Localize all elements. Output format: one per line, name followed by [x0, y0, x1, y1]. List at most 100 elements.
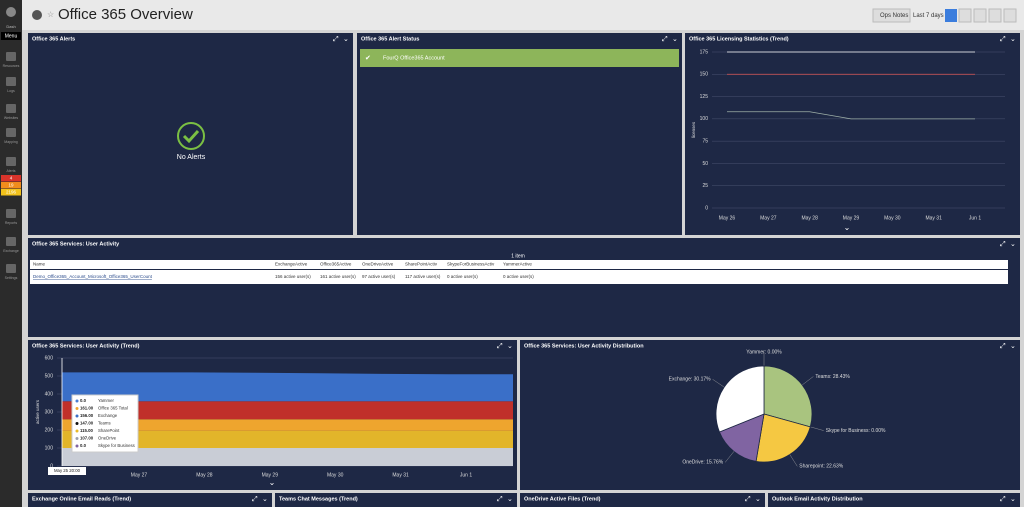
sidebar-icon[interactable] [6, 237, 16, 246]
collapse-icon[interactable]: ⌄ [1010, 241, 1016, 248]
table-column: Office365Active [320, 262, 352, 267]
sidebar-icon[interactable] [6, 264, 16, 273]
sidebar-icon[interactable] [6, 77, 16, 86]
panel [275, 493, 517, 507]
expand-icon[interactable]: ⤢ [1000, 496, 1006, 503]
sidebar-icon[interactable] [6, 104, 16, 113]
toolbar-button[interactable] [1003, 8, 1017, 23]
toolbar-button[interactable] [973, 8, 987, 23]
ops-notes-button[interactable] [872, 8, 911, 23]
stacked-area [62, 372, 513, 402]
leader-line [802, 376, 814, 386]
expand-icon[interactable]: ⤢ [745, 496, 751, 503]
menu-box[interactable] [1, 32, 21, 40]
pie-label: Exchange: 30.17% [669, 377, 712, 383]
expand-icon[interactable]: ⤢ [497, 343, 503, 350]
scroll-chevron[interactable]: ⌄ [844, 223, 851, 232]
panel [520, 493, 765, 507]
check: ✔ [365, 55, 371, 62]
table-header [30, 260, 1008, 269]
expand-icon[interactable]: ⤢ [1000, 36, 1006, 43]
expand-icon[interactable]: ⤢ [252, 496, 258, 503]
toolbar-button[interactable] [945, 9, 957, 22]
x-tick-label: May 31 [925, 215, 942, 221]
no-alerts: No Alerts [177, 154, 206, 161]
collapse-icon[interactable]: ⌄ [343, 36, 349, 43]
stacked-area [62, 401, 513, 420]
panel [28, 493, 272, 507]
top-bar [22, 0, 1024, 30]
table-row[interactable] [30, 270, 1008, 284]
page-title: Office 365 Overview [58, 6, 193, 23]
sidebar-label: Dash [6, 24, 15, 29]
collapse-icon[interactable]: ⌄ [1010, 36, 1016, 43]
y-tick-label: 200 [45, 427, 54, 433]
time-range[interactable]: Last 7 days [913, 13, 944, 19]
expand-icon[interactable]: ⤢ [497, 496, 503, 503]
sidebar-icon[interactable] [6, 52, 16, 61]
tooltip-name: OneDrive [98, 436, 117, 441]
stacked-area [62, 419, 513, 431]
sidebar-icon[interactable] [6, 128, 16, 137]
collapse-icon[interactable]: ⌄ [507, 343, 513, 350]
collapse-icon[interactable]: ⌄ [755, 496, 761, 503]
alert-item: FourQ Office365 Account [383, 55, 445, 61]
tooltip-value: 156.00 [80, 413, 94, 418]
y-tick-label: 600 [45, 355, 54, 361]
x-tick-label: May 28 [801, 215, 818, 221]
expand-icon[interactable]: ⤢ [1000, 343, 1006, 350]
alert-count-box[interactable] [1, 182, 21, 189]
y-tick-label: 0 [705, 205, 708, 211]
table-column: SkypeForBusinessActiv [447, 262, 495, 267]
table-column: OneDriveActive [362, 262, 394, 267]
sidebar-label: Mapping [4, 140, 17, 144]
expand-icon[interactable]: ⤢ [333, 36, 339, 43]
table-cell: 97 active user(s) [362, 274, 396, 279]
tooltip-name: Exchange [98, 413, 118, 418]
collapse-icon[interactable]: ⌄ [1010, 496, 1016, 503]
collapse-icon[interactable]: ⌄ [262, 496, 268, 503]
collapse-icon[interactable]: ⌄ [1010, 343, 1016, 350]
table-cell: 0 active user(s) [447, 274, 478, 279]
tooltip-time: May 25 20:00 [54, 468, 81, 473]
expand-icon[interactable]: ⤢ [662, 36, 668, 43]
leader-line [789, 454, 798, 467]
x-tick-label: May 31 [392, 472, 409, 478]
x-tick-label: May 30 [327, 472, 344, 478]
sidebar-icon[interactable] [6, 157, 16, 166]
tooltip-name: Yammer [98, 398, 114, 403]
panel [685, 33, 1020, 235]
tooltip-value: 0.0 [80, 443, 87, 448]
panel-title: Office 365 Alerts [32, 36, 75, 42]
alert-count-box[interactable] [1, 189, 21, 196]
tooltip-name: Office 365 Total [98, 406, 128, 411]
favorite-star[interactable]: ☆ [47, 10, 54, 19]
alert-count: 4 [10, 176, 13, 181]
panel [28, 33, 353, 235]
dash-icon[interactable] [6, 7, 16, 17]
alert-row[interactable] [360, 49, 679, 67]
collapse-icon[interactable]: ⌄ [672, 36, 678, 43]
sidebar-icon[interactable] [6, 209, 16, 218]
panel-title: Teams Chat Messages (Trend) [279, 496, 358, 502]
scroll-chevron[interactable]: ⌄ [269, 478, 276, 487]
x-tick-label: May 29 [262, 472, 279, 478]
expand-icon[interactable]: ⤢ [1000, 241, 1006, 248]
panel-title: Office 365 Services: User Activity [32, 241, 120, 247]
panel-title: Exchange Online Email Reads (Trend) [32, 496, 131, 502]
collapse-icon[interactable]: ⌄ [507, 496, 513, 503]
x-tick-label: May 27 [760, 215, 777, 221]
panel [768, 493, 1020, 507]
pie-label: Teams: 28.43% [815, 374, 850, 380]
stacked-area [62, 430, 513, 448]
y-tick-label: 500 [45, 373, 54, 379]
alert-count-box[interactable] [1, 175, 21, 182]
panel-title: Office 365 Services: User Activity Distr… [524, 343, 644, 349]
pie-label: Sharepoint: 22.63% [799, 464, 843, 470]
table-column: YammerActive [503, 262, 532, 267]
tooltip-dot [75, 444, 79, 448]
toolbar-button[interactable] [958, 8, 972, 23]
toolbar-button[interactable] [988, 8, 1002, 23]
sidebar [0, 0, 22, 507]
sidebar-label: Logs [7, 89, 15, 93]
